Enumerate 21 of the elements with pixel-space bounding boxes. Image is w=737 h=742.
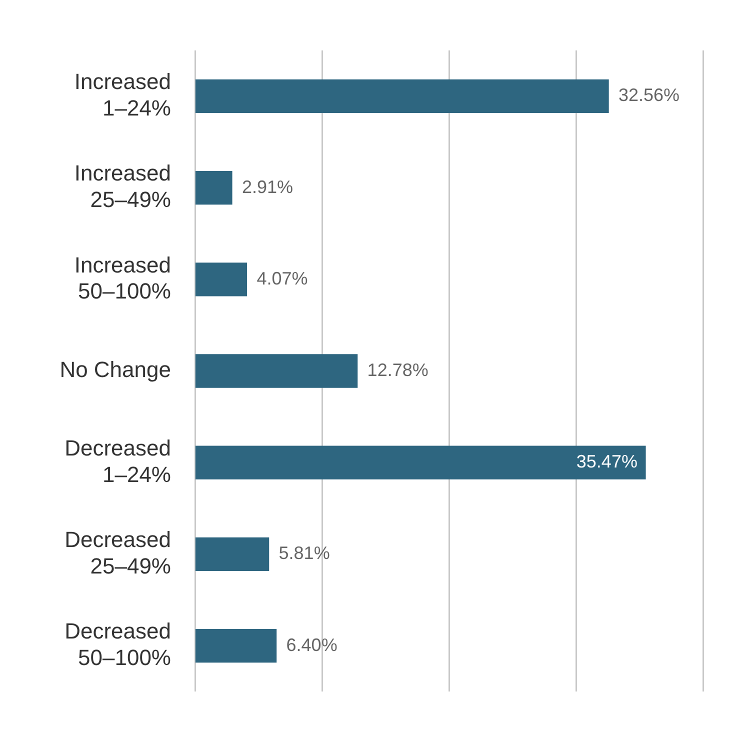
y-tick-label: Decreased 25–49%	[64, 527, 171, 578]
bar	[195, 79, 609, 114]
y-tick-label: Increased 25–49%	[74, 160, 171, 212]
bar	[195, 537, 270, 572]
y-tick-label: No Change	[60, 357, 171, 382]
data-label: 6.40%	[286, 634, 338, 655]
y-tick-label: Increased 50–100%	[74, 252, 171, 304]
y-tick-label: Increased 1–24%	[74, 69, 171, 120]
y-tick-label: Decreased 50–100%	[64, 618, 171, 670]
data-label: 32.56%	[618, 85, 680, 106]
bar	[195, 354, 358, 388]
data-label: 4.07%	[256, 268, 308, 288]
y-tick-label: Decreased 1–24%	[64, 435, 171, 487]
data-label: 35.47%	[576, 452, 638, 472]
bar	[195, 628, 277, 663]
data-label: 5.81%	[278, 543, 330, 564]
bar	[195, 262, 248, 296]
bar	[195, 170, 232, 205]
bar	[195, 446, 646, 480]
data-label: 2.91%	[242, 176, 294, 197]
data-label: 12.78%	[367, 360, 428, 380]
